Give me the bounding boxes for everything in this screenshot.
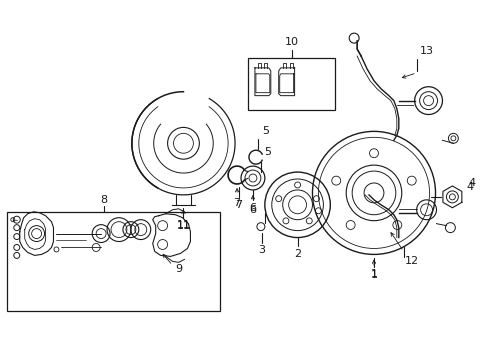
Text: 1: 1 xyxy=(370,269,377,279)
Text: 8: 8 xyxy=(101,195,107,205)
Text: 13: 13 xyxy=(419,46,433,56)
Text: 12: 12 xyxy=(404,256,418,266)
Text: 9: 9 xyxy=(175,264,182,274)
Text: 2: 2 xyxy=(293,249,301,260)
Text: 5: 5 xyxy=(262,126,269,136)
Text: 11: 11 xyxy=(176,220,190,230)
Text: 4: 4 xyxy=(468,178,475,188)
Text: 3: 3 xyxy=(258,246,265,256)
Bar xyxy=(247,58,335,109)
Text: 1: 1 xyxy=(370,270,377,280)
Text: 6: 6 xyxy=(249,205,256,215)
Text: 7: 7 xyxy=(233,198,240,208)
Text: 6: 6 xyxy=(249,203,256,213)
Text: 11: 11 xyxy=(176,221,190,231)
Text: 10: 10 xyxy=(284,37,298,47)
Text: 5: 5 xyxy=(264,147,271,157)
Text: 7: 7 xyxy=(235,200,242,210)
Bar xyxy=(7,212,220,311)
Text: 4: 4 xyxy=(466,182,473,192)
